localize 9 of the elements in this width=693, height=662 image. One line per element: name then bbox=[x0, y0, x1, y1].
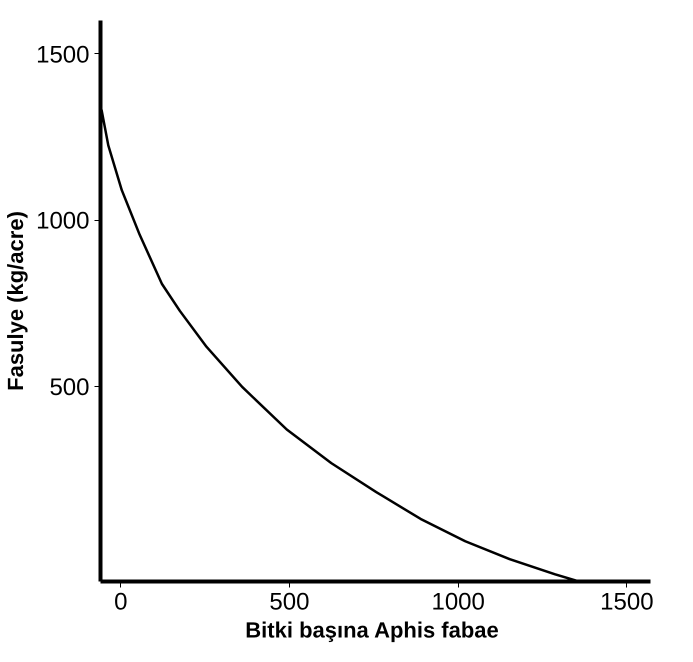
x-tick-label: 500 bbox=[269, 588, 310, 616]
y-tick-label: 1500 bbox=[36, 41, 90, 68]
x-tick-label: 1000 bbox=[431, 588, 485, 616]
y-axis-title: Fasulye (kg/acre) bbox=[3, 211, 28, 391]
x-tick-label: 1500 bbox=[600, 588, 654, 616]
y-tick-label: 1000 bbox=[36, 208, 90, 235]
x-axis-title: Bitki başına Aphis fabae bbox=[245, 618, 499, 642]
y-tick-label: 500 bbox=[49, 374, 90, 401]
x-tick-label: 0 bbox=[114, 588, 128, 616]
